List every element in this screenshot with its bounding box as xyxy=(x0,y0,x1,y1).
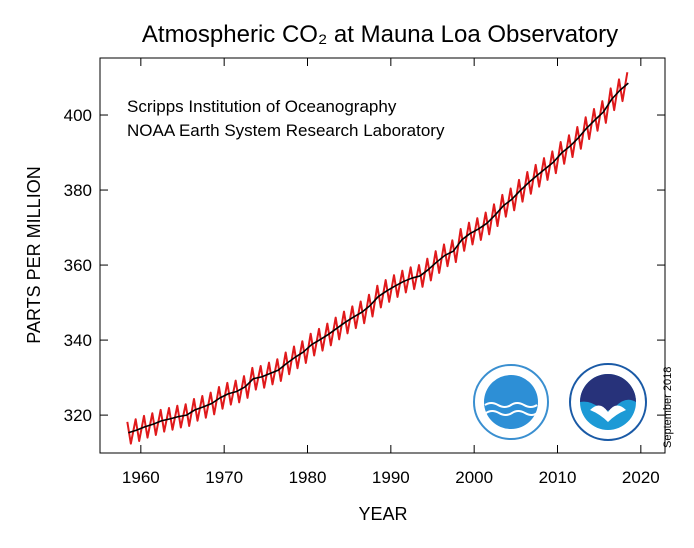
y-tick-label: 360 xyxy=(64,256,92,275)
y-tick-label: 320 xyxy=(64,406,92,425)
y-tick-label: 340 xyxy=(64,331,92,350)
x-tick-label: 2000 xyxy=(455,468,493,487)
x-tick-label: 1960 xyxy=(122,468,160,487)
x-tick-label: 1970 xyxy=(205,468,243,487)
chart-title: Atmospheric CO₂ at Mauna Loa Observatory xyxy=(142,21,618,48)
x-tick-label: 2010 xyxy=(539,468,577,487)
noaa-logo xyxy=(569,363,647,441)
annotation: Scripps Institution of Oceanography xyxy=(127,97,397,116)
x-axis-label: YEAR xyxy=(358,504,407,524)
annotation: September 2018 xyxy=(662,367,674,448)
plot-frame xyxy=(99,57,666,454)
x-tick-label: 1990 xyxy=(372,468,410,487)
scripps-logo xyxy=(473,364,549,440)
line-series xyxy=(126,72,629,445)
y-tick-label: 400 xyxy=(64,106,92,125)
y-axis-label: PARTS PER MILLION xyxy=(24,166,44,343)
line-series xyxy=(128,82,629,434)
x-tick-label: 1980 xyxy=(289,468,327,487)
y-tick-label: 380 xyxy=(64,181,92,200)
x-tick-label: 2020 xyxy=(622,468,660,487)
annotation: NOAA Earth System Research Laboratory xyxy=(127,121,445,140)
